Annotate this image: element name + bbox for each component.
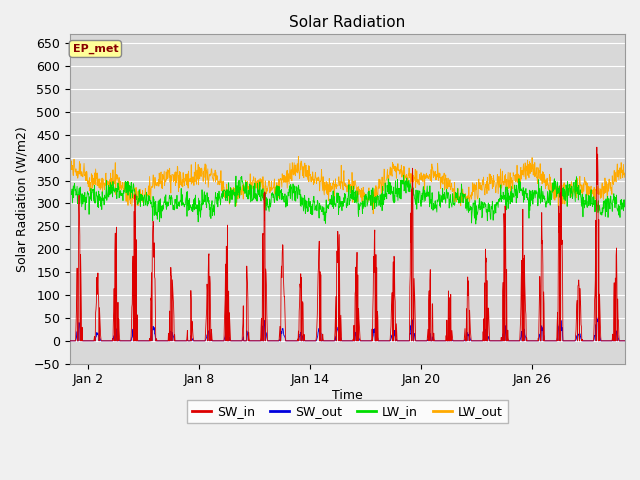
Text: EP_met: EP_met xyxy=(72,44,118,54)
Y-axis label: Solar Radiation (W/m2): Solar Radiation (W/m2) xyxy=(15,126,28,272)
Legend: SW_in, SW_out, LW_in, LW_out: SW_in, SW_out, LW_in, LW_out xyxy=(187,400,508,423)
Title: Solar Radiation: Solar Radiation xyxy=(289,15,406,30)
X-axis label: Time: Time xyxy=(332,389,363,402)
